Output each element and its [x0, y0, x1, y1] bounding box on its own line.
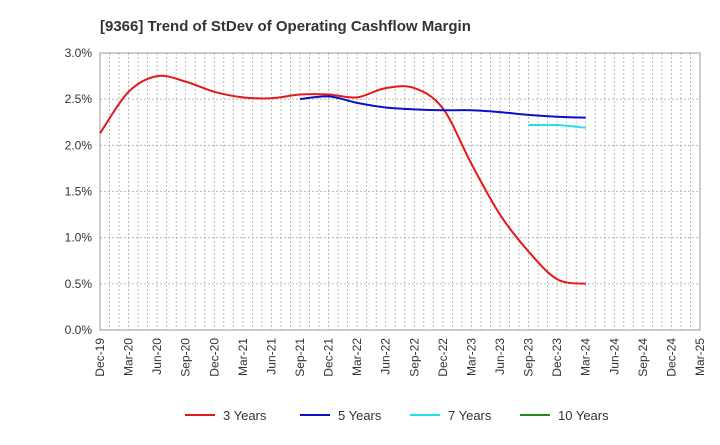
series-lines — [99, 74, 586, 285]
legend-label: 10 Years — [558, 408, 609, 423]
x-tick-label: Sep-20 — [179, 338, 193, 377]
series-line-3-years — [99, 74, 586, 285]
x-tick-label: Mar-20 — [122, 338, 136, 376]
x-tick-label: Jun-22 — [379, 338, 393, 375]
x-tick-label: Sep-24 — [636, 338, 650, 377]
x-tick-label: Jun-24 — [607, 338, 621, 375]
x-tick-label: Dec-20 — [207, 338, 221, 377]
series-line-7-years — [528, 123, 586, 129]
x-axis: Dec-19 Mar-20 Jun-20 Sep-20 Dec-20 Mar-21 Jun-… — [93, 338, 707, 377]
y-tick-label: 2.0% — [65, 138, 93, 152]
x-tick-label: Dec-22 — [436, 338, 450, 377]
grid — [100, 53, 700, 330]
plot-frame — [99, 52, 701, 331]
x-tick-label: Sep-21 — [293, 338, 307, 377]
x-tick-label: Jun-21 — [264, 338, 278, 375]
legend-label: 7 Years — [448, 408, 492, 423]
x-tick-label: Mar-24 — [579, 338, 593, 376]
y-tick-label: 0.5% — [65, 277, 93, 291]
series-line-5-years — [299, 95, 586, 119]
legend-label: 3 Years — [223, 408, 267, 423]
y-tick-label: 2.5% — [65, 92, 93, 106]
x-tick-label: Dec-23 — [550, 338, 564, 377]
x-tick-label: Mar-22 — [350, 338, 364, 376]
x-tick-label: Mar-25 — [693, 338, 707, 376]
y-tick-label: 0.0% — [65, 323, 93, 337]
y-tick-label: 1.0% — [65, 231, 93, 245]
x-tick-label: Mar-23 — [464, 338, 478, 376]
x-tick-label: Sep-23 — [522, 338, 536, 377]
y-tick-label: 1.5% — [65, 185, 93, 199]
x-tick-label: Jun-23 — [493, 338, 507, 375]
x-tick-label: Dec-19 — [93, 338, 107, 377]
legend-label: 5 Years — [338, 408, 382, 423]
x-tick-label: Dec-21 — [322, 338, 336, 377]
x-tick-label: Jun-20 — [150, 338, 164, 375]
x-tick-label: Mar-21 — [236, 338, 250, 376]
x-tick-label: Sep-22 — [407, 338, 421, 377]
y-axis: 0.0% 0.5% 1.0% 1.5% 2.0% 2.5% 3.0% — [65, 46, 93, 337]
chart-title: [9366] Trend of StDev of Operating Cashf… — [100, 18, 471, 35]
legend: 3 Years 5 Years 7 Years 10 Years — [185, 408, 609, 423]
x-tick-label: Dec-24 — [664, 338, 678, 377]
y-tick-label: 3.0% — [65, 46, 93, 60]
